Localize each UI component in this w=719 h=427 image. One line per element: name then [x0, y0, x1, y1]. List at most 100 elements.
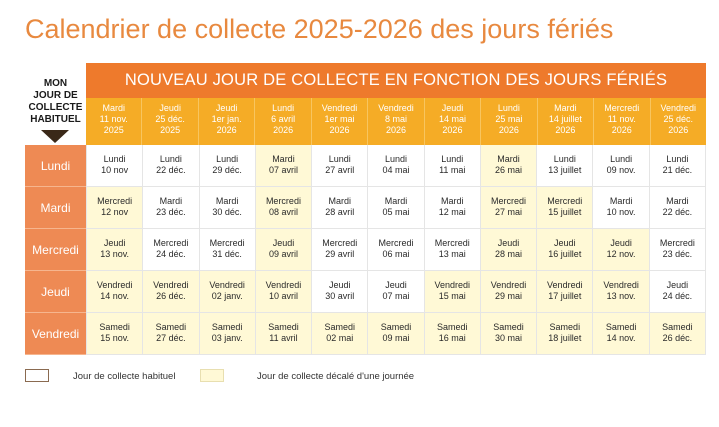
holiday-day: Mercredi [604, 103, 640, 113]
collection-date: 07 mai [382, 291, 410, 301]
collection-day: Mercredi [434, 238, 470, 248]
collection-date: 15 juillet [548, 207, 582, 217]
collection-date: 28 avril [325, 207, 355, 217]
shifted-day-swatch [200, 369, 224, 382]
collection-date: 30 mai [495, 333, 523, 343]
collection-day: Mardi [272, 154, 295, 164]
collection-day: Samedi [437, 322, 468, 332]
legend-usual-label: Jour de collecte habituel [73, 371, 176, 382]
collection-day: Jeudi [103, 238, 126, 248]
collection-day-cell: Mercredi 15 juillet [537, 187, 594, 229]
collection-day: Mercredi [322, 238, 358, 248]
collection-day-cell: Mardi 23 déc. [143, 187, 200, 229]
collection-day: Mercredi [378, 238, 414, 248]
collection-day: Mercredi [659, 238, 695, 248]
new-collection-day-banner: NOUVEAU JOUR DE COLLECTE EN FONCTION DES… [86, 63, 706, 98]
collection-day: Lundi [610, 154, 633, 164]
collection-day-cell: Jeudi 09 avril [255, 229, 313, 271]
collection-day-cell: Lundi 21 déc. [649, 145, 706, 187]
holiday-year: 2026 [442, 125, 463, 135]
collection-date: 10 nov [101, 165, 129, 175]
usual-day-label: Lundi [25, 145, 86, 187]
collection-day: Mardi [384, 196, 408, 206]
legend-shifted-label: Jour de collecte décalé d'une journée [257, 371, 415, 382]
collection-day: Vendredi [547, 280, 583, 290]
collection-date: 12 nov. [606, 249, 636, 259]
holiday-dates-header: Mardi 11 nov. 2025 Jeudi 25 déc. 2025 Jeudi 1er… [86, 98, 706, 145]
collection-day: Lundi [441, 154, 464, 164]
collection-date: 29 déc. [212, 165, 242, 175]
collection-day-cell: Samedi 02 mai [312, 313, 369, 355]
collection-day-cell: Samedi 30 mai [480, 313, 538, 355]
holiday-year: 2026 [668, 125, 689, 135]
collection-day: Jeudi [610, 238, 632, 248]
collection-date: 22 déc. [662, 207, 693, 217]
collection-day-cell: Jeudi 12 nov. [593, 229, 650, 271]
page-title: Calendrier de collecte 2025-2026 des jou… [25, 14, 614, 44]
collection-day-cell: Jeudi 13 nov. [87, 229, 144, 271]
collection-day-cell: Mardi 22 déc. [649, 187, 706, 229]
usual-day-header-line: HABITUEL [30, 114, 81, 125]
collection-day-cell: Jeudi 07 mai [368, 271, 425, 313]
collection-day: Samedi [268, 322, 299, 332]
holiday-date: 11 nov. [99, 114, 128, 124]
collection-day-cell: Samedi 14 nov. [593, 313, 650, 355]
collection-date: 12 mai [438, 207, 466, 217]
holiday-day: Vendredi [378, 103, 414, 113]
collection-day-cell: Vendredi 26 déc. [143, 271, 200, 313]
collection-day: Lundi [666, 154, 689, 164]
collection-date: 30 avril [325, 291, 355, 301]
collection-day-cell: Mardi 30 déc. [199, 187, 256, 229]
collection-day: Vendredi [96, 280, 133, 290]
holiday-date-cell: Mercredi 11 nov. 2026 [594, 98, 651, 145]
legend: Jour de collecte habituel Jour de collec… [25, 368, 715, 388]
collection-day-cell: Samedi 16 mai [424, 313, 481, 355]
collection-day-cell: Mercredi 06 mai [368, 229, 425, 271]
holiday-year: 2026 [216, 125, 237, 135]
collection-day: Vendredi [603, 280, 639, 290]
collection-date: 14 nov. [606, 333, 636, 343]
collection-date: 24 déc. [156, 249, 186, 259]
collection-day: Samedi [380, 322, 412, 332]
collection-day: Mardi [609, 196, 633, 206]
collection-date: 11 avril [269, 333, 298, 343]
holiday-date-cell: Lundi 6 avril 2026 [255, 98, 312, 145]
collection-date: 21 déc. [662, 165, 693, 175]
collection-day: Samedi [99, 322, 130, 332]
holiday-date-cell: Vendredi 1er mai 2026 [312, 98, 369, 145]
collection-day: Mercredi [209, 238, 245, 248]
holiday-date: 1er jan. [211, 114, 242, 124]
collection-date: 02 janv. [211, 291, 243, 301]
holiday-year: 2026 [555, 125, 576, 135]
collection-day: Lundi [103, 154, 126, 164]
holiday-date-cell: Mardi 11 nov. 2025 [86, 98, 143, 145]
holiday-day: Lundi [272, 103, 295, 113]
holiday-date: 14 juillet [548, 114, 582, 124]
collection-day: Mardi [497, 154, 520, 164]
usual-day-header-line: MON [43, 78, 68, 89]
collection-date: 26 déc. [662, 333, 693, 343]
collection-day: Jeudi [385, 280, 407, 290]
holiday-year: 2026 [329, 125, 350, 135]
collection-day: Mercredi [153, 238, 189, 248]
collection-date: 22 déc. [156, 165, 186, 175]
collection-date: 09 avril [268, 249, 298, 259]
collection-calendar-grid: Lundi 10 nov Lundi 22 déc. Lundi 29 déc. Mardi… [86, 145, 706, 355]
collection-date: 05 mai [382, 207, 410, 217]
collection-day-cell: Jeudi 16 juillet [537, 229, 594, 271]
collection-day-cell: Mercredi 13 mai [424, 229, 481, 271]
collection-day-cell: Samedi 18 juillet [537, 313, 594, 355]
collection-day-cell: Vendredi 13 nov. [593, 271, 650, 313]
holiday-year: 2026 [498, 125, 519, 135]
collection-day: Vendredi [209, 280, 245, 290]
holiday-day: Mardi [102, 103, 125, 113]
collection-day-cell: Lundi 22 déc. [143, 145, 200, 187]
collection-date: 27 mai [495, 207, 523, 217]
collection-day-cell: Jeudi 30 avril [312, 271, 369, 313]
collection-date: 08 avril [268, 207, 298, 217]
collection-day-cell: Vendredi 02 janv. [199, 271, 256, 313]
collection-day: Mardi [666, 196, 689, 206]
usual-day-label: Jeudi [25, 271, 86, 313]
collection-day: Samedi [155, 322, 187, 332]
collection-day-cell: Mercredi 24 déc. [143, 229, 200, 271]
